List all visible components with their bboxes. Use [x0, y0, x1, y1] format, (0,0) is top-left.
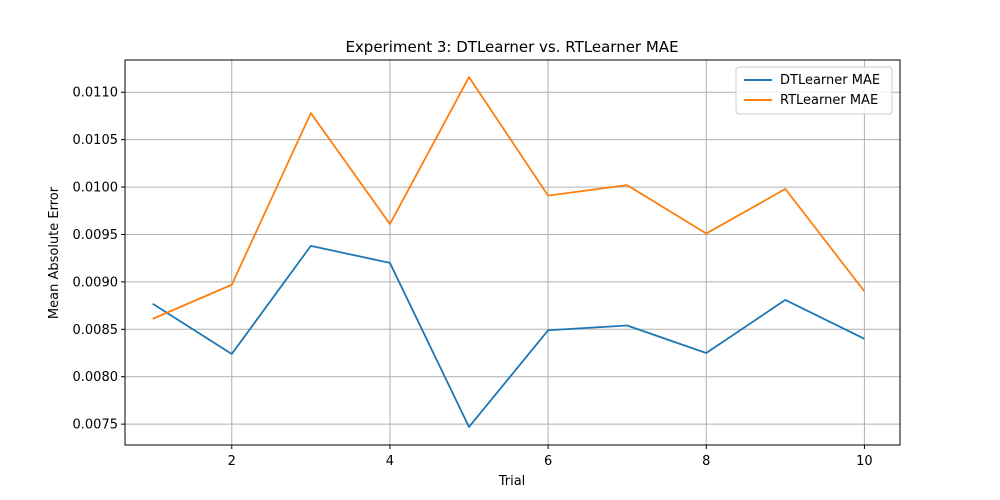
series-line-dtlearner — [152, 244, 865, 428]
y-tick-label: 0.0095 — [73, 228, 119, 243]
legend-label-rtlearner: RTLearner MAE — [780, 93, 878, 108]
legend-label-dtlearner: DTLearner MAE — [780, 73, 880, 88]
y-tick-label: 0.0085 — [73, 323, 119, 338]
x-tick-label: 8 — [702, 454, 710, 469]
legend: DTLearner MAE RTLearner MAE — [735, 66, 893, 115]
x-tick-label: 4 — [386, 454, 394, 469]
y-axis-label: Mean Absolute Error — [47, 186, 62, 319]
y-tick-label: 0.0100 — [73, 181, 119, 196]
x-tick-label: 10 — [856, 454, 873, 469]
grid-layer — [125, 60, 900, 445]
y-tick-label: 0.0090 — [73, 275, 119, 290]
legend-box — [735, 66, 893, 115]
series-layer — [152, 76, 866, 428]
chart-title: Experiment 3: DTLearner vs. RTLearner MA… — [345, 38, 678, 56]
x-axis-label: Trial — [498, 474, 526, 489]
y-tick-label: 0.0080 — [73, 370, 119, 385]
plot-frame — [124, 59, 901, 446]
series-line-rtlearner — [152, 76, 866, 320]
ticks-layer: 2 4 6 8 10 0.0075 0.0080 0.0085 0.0090 0.0095 0.01… — [73, 86, 873, 469]
y-tick-label: 0.0110 — [73, 86, 119, 101]
x-tick-label: 6 — [544, 454, 552, 469]
x-tick-label: 2 — [228, 454, 236, 469]
y-tick-label: 0.0075 — [73, 418, 119, 433]
y-tick-label: 0.0105 — [73, 133, 119, 148]
